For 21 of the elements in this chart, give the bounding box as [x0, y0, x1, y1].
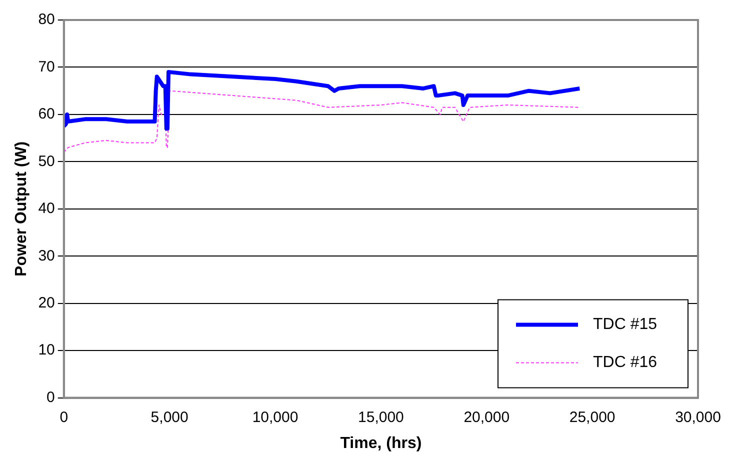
x-tick-label: 5,000: [150, 408, 188, 426]
x-tick-label: 20,000: [464, 408, 510, 426]
legend-label: TDC #16: [593, 354, 658, 372]
y-tick-label: 10: [38, 342, 55, 359]
x-tick-label: 30,000: [675, 408, 721, 426]
x-tick-label: 0: [60, 408, 68, 426]
x-axis-title: Time, (hrs): [340, 434, 422, 452]
x-tick-label: 10,000: [252, 408, 298, 426]
y-axis-title: Power Output (W): [13, 141, 30, 276]
y-tick-label: 0: [46, 388, 55, 406]
y-tick-label: 20: [38, 294, 55, 312]
y-tick-label: 30: [38, 247, 55, 264]
y-tick-label: 80: [38, 11, 55, 28]
x-tick-label: 25,000: [569, 408, 616, 426]
y-tick-label: 70: [38, 58, 55, 76]
y-tick-label: 40: [38, 200, 55, 218]
y-tick-label: 60: [38, 106, 55, 123]
x-tick-label: 15,000: [358, 408, 404, 426]
y-tick-label: 50: [38, 152, 55, 170]
line-series: [64, 90, 580, 153]
legend-label: TDC #15: [593, 316, 658, 334]
